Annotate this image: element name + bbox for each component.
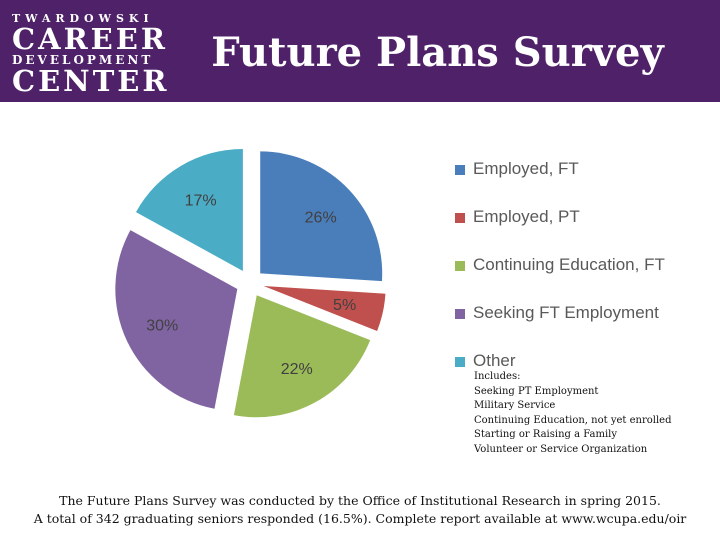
- legend-swatch: [455, 357, 465, 367]
- includes-item: Seeking PT Employment: [474, 385, 599, 397]
- includes-item: Continuing Education, not yet enrolled: [474, 414, 672, 426]
- includes-item: Military Service: [474, 400, 556, 412]
- legend-swatch: [455, 213, 465, 223]
- other-includes-note: Includes: Seeking PT Employment Military …: [474, 370, 671, 458]
- legend-label: Seeking FT Employment: [473, 303, 659, 322]
- legend-label: Employed, PT: [473, 207, 580, 226]
- footer-line-1: The Future Plans Survey was conducted by…: [59, 493, 661, 508]
- header-banner: TWARDOWSKI CAREER DEVELOPMENT CENTER Fut…: [0, 0, 720, 102]
- logo-line-2: CAREER: [12, 22, 168, 56]
- logo-line-3: DEVELOPMENT: [12, 53, 154, 67]
- pie-data-label-employed-pt: 5%: [333, 297, 356, 314]
- legend-label: Employed, FT: [473, 159, 579, 178]
- includes-item: Volunteer or Service Organization: [474, 443, 648, 455]
- career-center-logo: TWARDOWSKI CAREER DEVELOPMENT CENTER: [12, 12, 170, 98]
- pie-data-label-other: 17%: [185, 193, 217, 210]
- legend-swatch: [455, 165, 465, 175]
- pie-slice-employed-pt: [263, 286, 386, 331]
- pie-slice-seeking-ft-employment: [115, 230, 238, 409]
- pie-data-label-employed-ft: 26%: [305, 210, 337, 227]
- legend-label: Other: [473, 351, 516, 370]
- footer-note: The Future Plans Survey was conducted by…: [0, 492, 720, 528]
- pie-slice-other: [135, 148, 243, 271]
- pie-data-label-seeking-ft-employment: 30%: [146, 317, 178, 334]
- legend-swatch: [455, 309, 465, 319]
- logo-line-4: CENTER: [12, 64, 170, 98]
- pie-chart: 26% 5% 22% 30% 17%: [115, 148, 386, 418]
- logo-line-1: TWARDOWSKI: [12, 12, 154, 25]
- pie-data-label-continuing-education-ft: 22%: [281, 361, 313, 378]
- footer-line-2: A total of 342 graduating seniors respon…: [33, 511, 687, 526]
- page-title: Future Plans Survey: [211, 29, 664, 76]
- includes-heading: Includes:: [474, 371, 521, 382]
- pie-slice-employed-ft: [260, 151, 383, 282]
- legend-swatch: [455, 261, 465, 271]
- legend-label: Continuing Education, FT: [473, 255, 665, 274]
- pie-slice-continuing-education-ft: [233, 295, 371, 418]
- includes-item: Starting or Raising a Family: [474, 429, 617, 441]
